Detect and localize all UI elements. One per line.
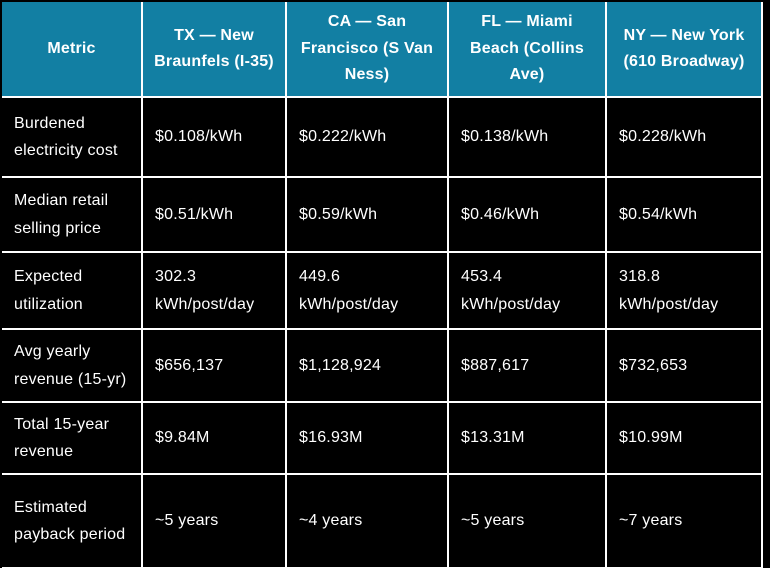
table-row-expected-utilization: Expected utilization 302.3 kWh/post/day …: [2, 252, 763, 330]
table-row-median-retail-selling-price: Median retail selling price $0.51/kWh $0…: [2, 177, 763, 253]
table-cell: ~4 years: [286, 474, 449, 568]
table-cell: 449.6 kWh/post/day: [286, 252, 449, 330]
table-cell: $10.99M: [606, 402, 763, 475]
table-cell: $0.59/kWh: [286, 177, 449, 253]
metric-label: Median retail selling price: [2, 177, 143, 253]
table-cell: $0.222/kWh: [286, 97, 449, 178]
table-cell: $0.54/kWh: [606, 177, 763, 253]
table-cell: ~5 years: [448, 474, 607, 568]
table-cell: ~7 years: [606, 474, 763, 568]
table-cell: $732,653: [606, 329, 763, 403]
table-body: Burdened electricity cost $0.108/kWh $0.…: [2, 97, 763, 568]
table-cell: ~5 years: [142, 474, 287, 568]
metric-label: Estimated payback period: [2, 474, 143, 568]
table-cell: $0.138/kWh: [448, 97, 607, 178]
table-cell: 453.4 kWh/post/day: [448, 252, 607, 330]
table-cell: 318.8 kWh/post/day: [606, 252, 763, 330]
metric-label: Burdened electricity cost: [2, 97, 143, 178]
column-header-ny: NY — New York (610 Broadway): [606, 2, 763, 98]
table-cell: $887,617: [448, 329, 607, 403]
table-cell: $1,128,924: [286, 329, 449, 403]
table-cell: $656,137: [142, 329, 287, 403]
table-row-estimated-payback-period: Estimated payback period ~5 years ~4 yea…: [2, 474, 763, 568]
column-header-metric: Metric: [2, 2, 143, 98]
table-cell: $16.93M: [286, 402, 449, 475]
table-row-avg-yearly-revenue: Avg yearly revenue (15-yr) $656,137 $1,1…: [2, 329, 763, 403]
column-header-tx: TX — New Braunfels (I-35): [142, 2, 287, 98]
table-cell: $0.51/kWh: [142, 177, 287, 253]
table-cell: 302.3 kWh/post/day: [142, 252, 287, 330]
header-row: Metric TX — New Braunfels (I-35) CA — Sa…: [2, 2, 763, 98]
table-header: Metric TX — New Braunfels (I-35) CA — Sa…: [2, 2, 763, 98]
metric-label: Avg yearly revenue (15-yr): [2, 329, 143, 403]
table-cell: $0.108/kWh: [142, 97, 287, 178]
table-row-burdened-electricity-cost: Burdened electricity cost $0.108/kWh $0.…: [2, 97, 763, 178]
metric-label: Total 15-year revenue: [2, 402, 143, 475]
table-cell: $0.46/kWh: [448, 177, 607, 253]
column-header-fl: FL — Miami Beach (Collins Ave): [448, 2, 607, 98]
column-header-ca: CA — San Francisco (S Van Ness): [286, 2, 449, 98]
table-cell: $9.84M: [142, 402, 287, 475]
metric-label: Expected utilization: [2, 252, 143, 330]
table-cell: $13.31M: [448, 402, 607, 475]
table-cell: $0.228/kWh: [606, 97, 763, 178]
table-row-total-15-year-revenue: Total 15-year revenue $9.84M $16.93M $13…: [2, 402, 763, 475]
